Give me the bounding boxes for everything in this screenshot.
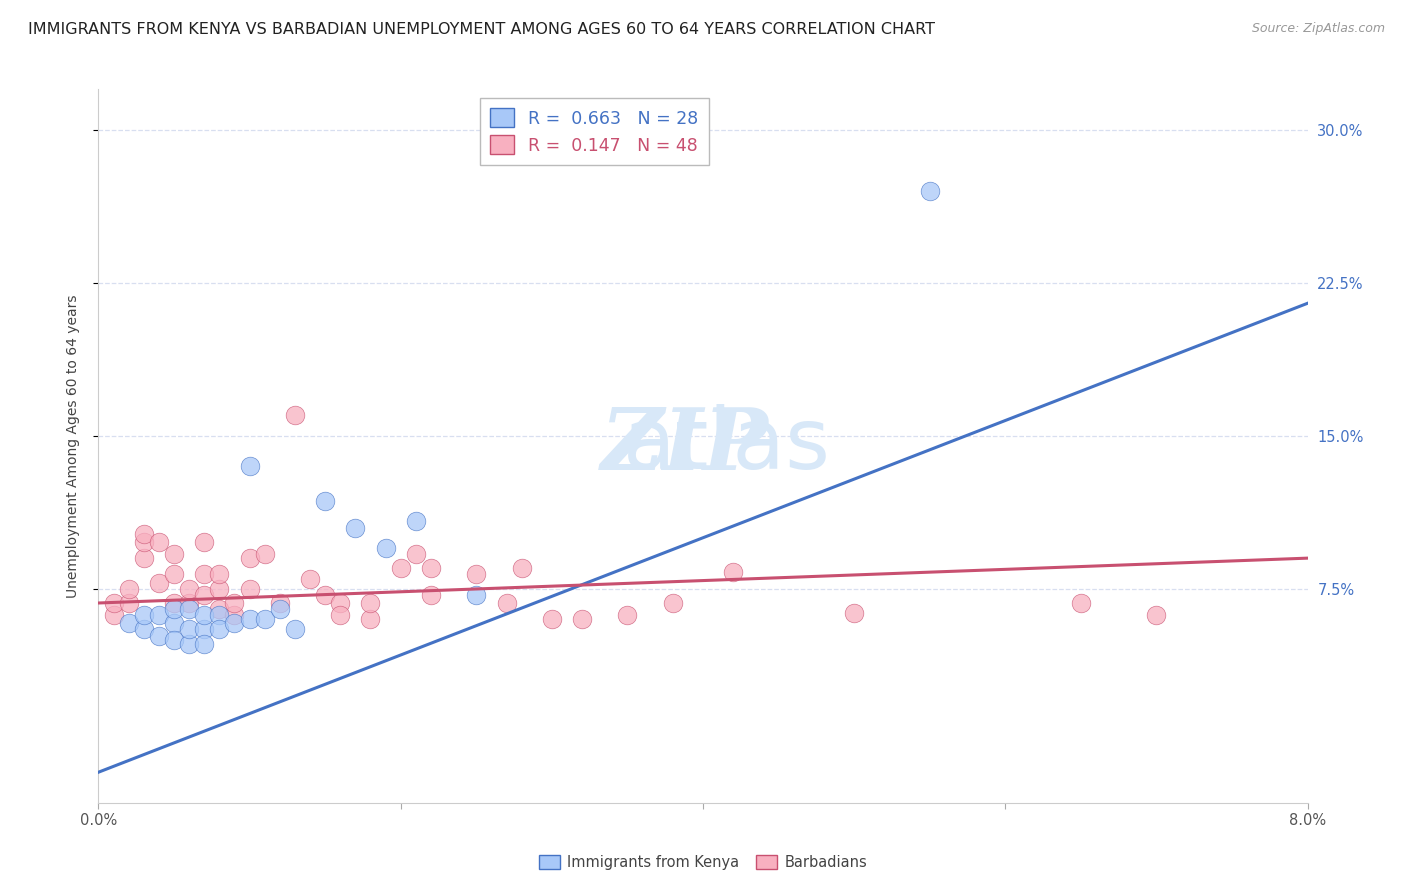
Point bbox=[179, 596, 201, 610]
Point bbox=[420, 561, 443, 575]
Point bbox=[224, 616, 246, 631]
Point bbox=[844, 606, 866, 620]
Point bbox=[571, 612, 593, 626]
Point bbox=[465, 588, 488, 602]
Point bbox=[405, 515, 427, 529]
Point bbox=[163, 602, 186, 616]
Point bbox=[179, 637, 201, 651]
Point bbox=[541, 612, 564, 626]
Point bbox=[616, 608, 638, 623]
Point bbox=[103, 608, 125, 623]
Point bbox=[132, 526, 155, 541]
Point bbox=[253, 612, 276, 626]
Point bbox=[193, 534, 215, 549]
Point bbox=[918, 184, 941, 198]
Point bbox=[253, 547, 276, 561]
Point bbox=[360, 596, 382, 610]
Point bbox=[224, 608, 246, 623]
Point bbox=[723, 566, 745, 580]
Legend: R =  0.663   N = 28, R =  0.147   N = 48: R = 0.663 N = 28, R = 0.147 N = 48 bbox=[479, 98, 709, 165]
Point bbox=[344, 520, 367, 534]
Point bbox=[208, 602, 231, 616]
Point bbox=[374, 541, 396, 555]
Point bbox=[132, 534, 155, 549]
Point bbox=[299, 572, 322, 586]
Point bbox=[179, 602, 201, 616]
Point bbox=[193, 637, 215, 651]
Text: IMMIGRANTS FROM KENYA VS BARBADIAN UNEMPLOYMENT AMONG AGES 60 TO 64 YEARS CORREL: IMMIGRANTS FROM KENYA VS BARBADIAN UNEMP… bbox=[28, 22, 935, 37]
Point bbox=[239, 582, 262, 596]
Point bbox=[132, 623, 155, 637]
Point bbox=[239, 459, 262, 474]
Point bbox=[208, 608, 231, 623]
Point bbox=[193, 588, 215, 602]
Point bbox=[1070, 596, 1092, 610]
Point bbox=[224, 596, 246, 610]
Point bbox=[329, 596, 352, 610]
Point bbox=[179, 582, 201, 596]
Y-axis label: Unemployment Among Ages 60 to 64 years: Unemployment Among Ages 60 to 64 years bbox=[66, 294, 80, 598]
Point bbox=[314, 494, 336, 508]
Text: atlas: atlas bbox=[623, 404, 831, 488]
Point bbox=[132, 608, 155, 623]
Point bbox=[148, 608, 170, 623]
Point bbox=[662, 596, 685, 610]
Legend: Immigrants from Kenya, Barbadians: Immigrants from Kenya, Barbadians bbox=[533, 849, 873, 876]
Point bbox=[495, 596, 517, 610]
Point bbox=[118, 596, 141, 610]
Text: ZIP: ZIP bbox=[600, 404, 769, 488]
Point bbox=[208, 567, 231, 582]
Point bbox=[163, 547, 186, 561]
Point bbox=[132, 551, 155, 566]
Point bbox=[510, 561, 533, 575]
Point bbox=[103, 596, 125, 610]
Point bbox=[269, 602, 291, 616]
Point bbox=[284, 623, 307, 637]
Point bbox=[193, 608, 215, 623]
Point bbox=[329, 608, 352, 623]
Point bbox=[163, 632, 186, 647]
Point bbox=[118, 582, 141, 596]
Point bbox=[179, 623, 201, 637]
Point bbox=[193, 623, 215, 637]
Point bbox=[208, 582, 231, 596]
Point bbox=[118, 616, 141, 631]
Point bbox=[163, 616, 186, 631]
Point bbox=[360, 612, 382, 626]
Point bbox=[314, 588, 336, 602]
Point bbox=[405, 547, 427, 561]
Point bbox=[148, 629, 170, 643]
Point bbox=[163, 596, 186, 610]
Point bbox=[193, 567, 215, 582]
Point bbox=[148, 534, 170, 549]
Point bbox=[465, 567, 488, 582]
Point bbox=[389, 561, 412, 575]
Point bbox=[239, 612, 262, 626]
Point bbox=[208, 623, 231, 637]
Point bbox=[163, 567, 186, 582]
Point bbox=[148, 575, 170, 590]
Point bbox=[1146, 608, 1168, 623]
Text: Source: ZipAtlas.com: Source: ZipAtlas.com bbox=[1251, 22, 1385, 36]
Point bbox=[239, 551, 262, 566]
Point bbox=[269, 596, 291, 610]
Point bbox=[284, 409, 307, 423]
Point bbox=[420, 588, 443, 602]
